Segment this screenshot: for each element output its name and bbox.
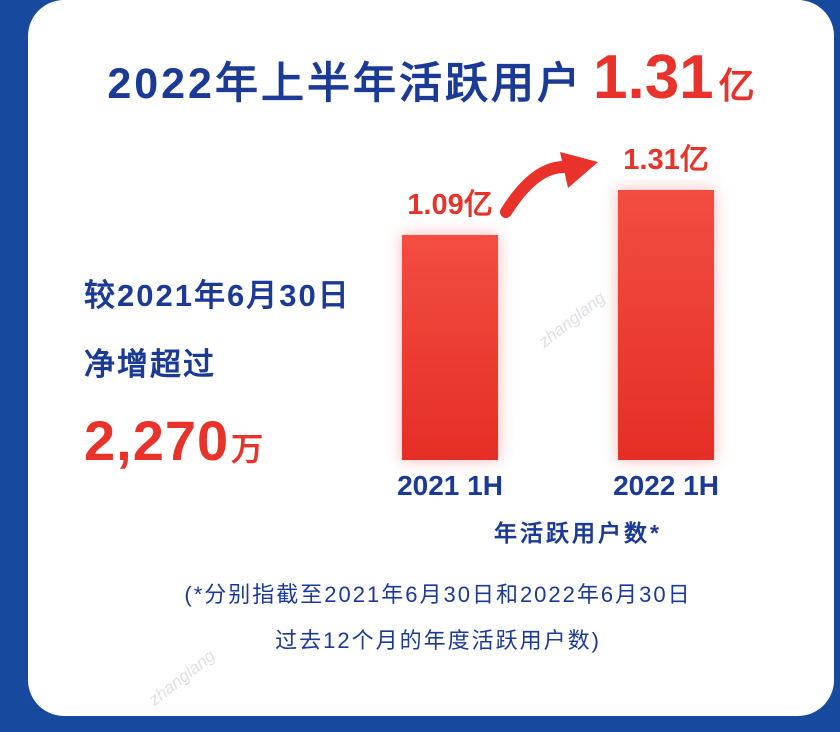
title-prefix: 2022年上半年活跃用户 (107, 60, 583, 108)
title-unit: 亿 (718, 65, 755, 106)
growth-value-number: 2,270 (84, 409, 230, 472)
footnote-line2: 过去12个月的年度活跃用户数) (275, 628, 601, 653)
growth-arrow-icon (500, 152, 598, 218)
growth-note: 较2021年6月30日 净增超过 2,270万 (84, 270, 351, 473)
title-highlight-value: 1.31 (592, 43, 714, 112)
page-title: 2022年上半年活跃用户 1.31 亿 (28, 42, 834, 113)
bar-category-2022: 2022 1H (613, 470, 719, 501)
bar-category-2021: 2021 1H (397, 470, 503, 501)
growth-value-unit: 万 (231, 431, 265, 467)
growth-value: 2,270万 (84, 408, 351, 473)
growth-note-line1: 较2021年6月30日 (84, 278, 351, 313)
footnote-line1: (*分别指截至2021年6月30日和2022年6月30日 (184, 582, 692, 607)
bar-chart: 1.09亿 2021 1H 1.31亿 2022 1H (378, 140, 778, 501)
infographic-card: 2022年上半年活跃用户 1.31 亿 较2021年6月30日 净增超过 2,2… (28, 0, 834, 716)
bar-2021 (402, 235, 498, 460)
bar-value-label-2022: 1.31亿 (623, 144, 709, 176)
bar-value-label-2021: 1.09亿 (407, 189, 493, 221)
bar-2022 (618, 190, 714, 460)
growth-note-line2: 净增超过 (84, 347, 216, 382)
axis-caption: 年活跃用户数* (494, 520, 662, 546)
bar-group-2022: 1.31亿 2022 1H (613, 136, 719, 501)
footnote: (*分别指截至2021年6月30日和2022年6月30日 过去12个月的年度活跃… (138, 572, 738, 664)
bar-group-2021: 1.09亿 2021 1H (397, 181, 503, 501)
